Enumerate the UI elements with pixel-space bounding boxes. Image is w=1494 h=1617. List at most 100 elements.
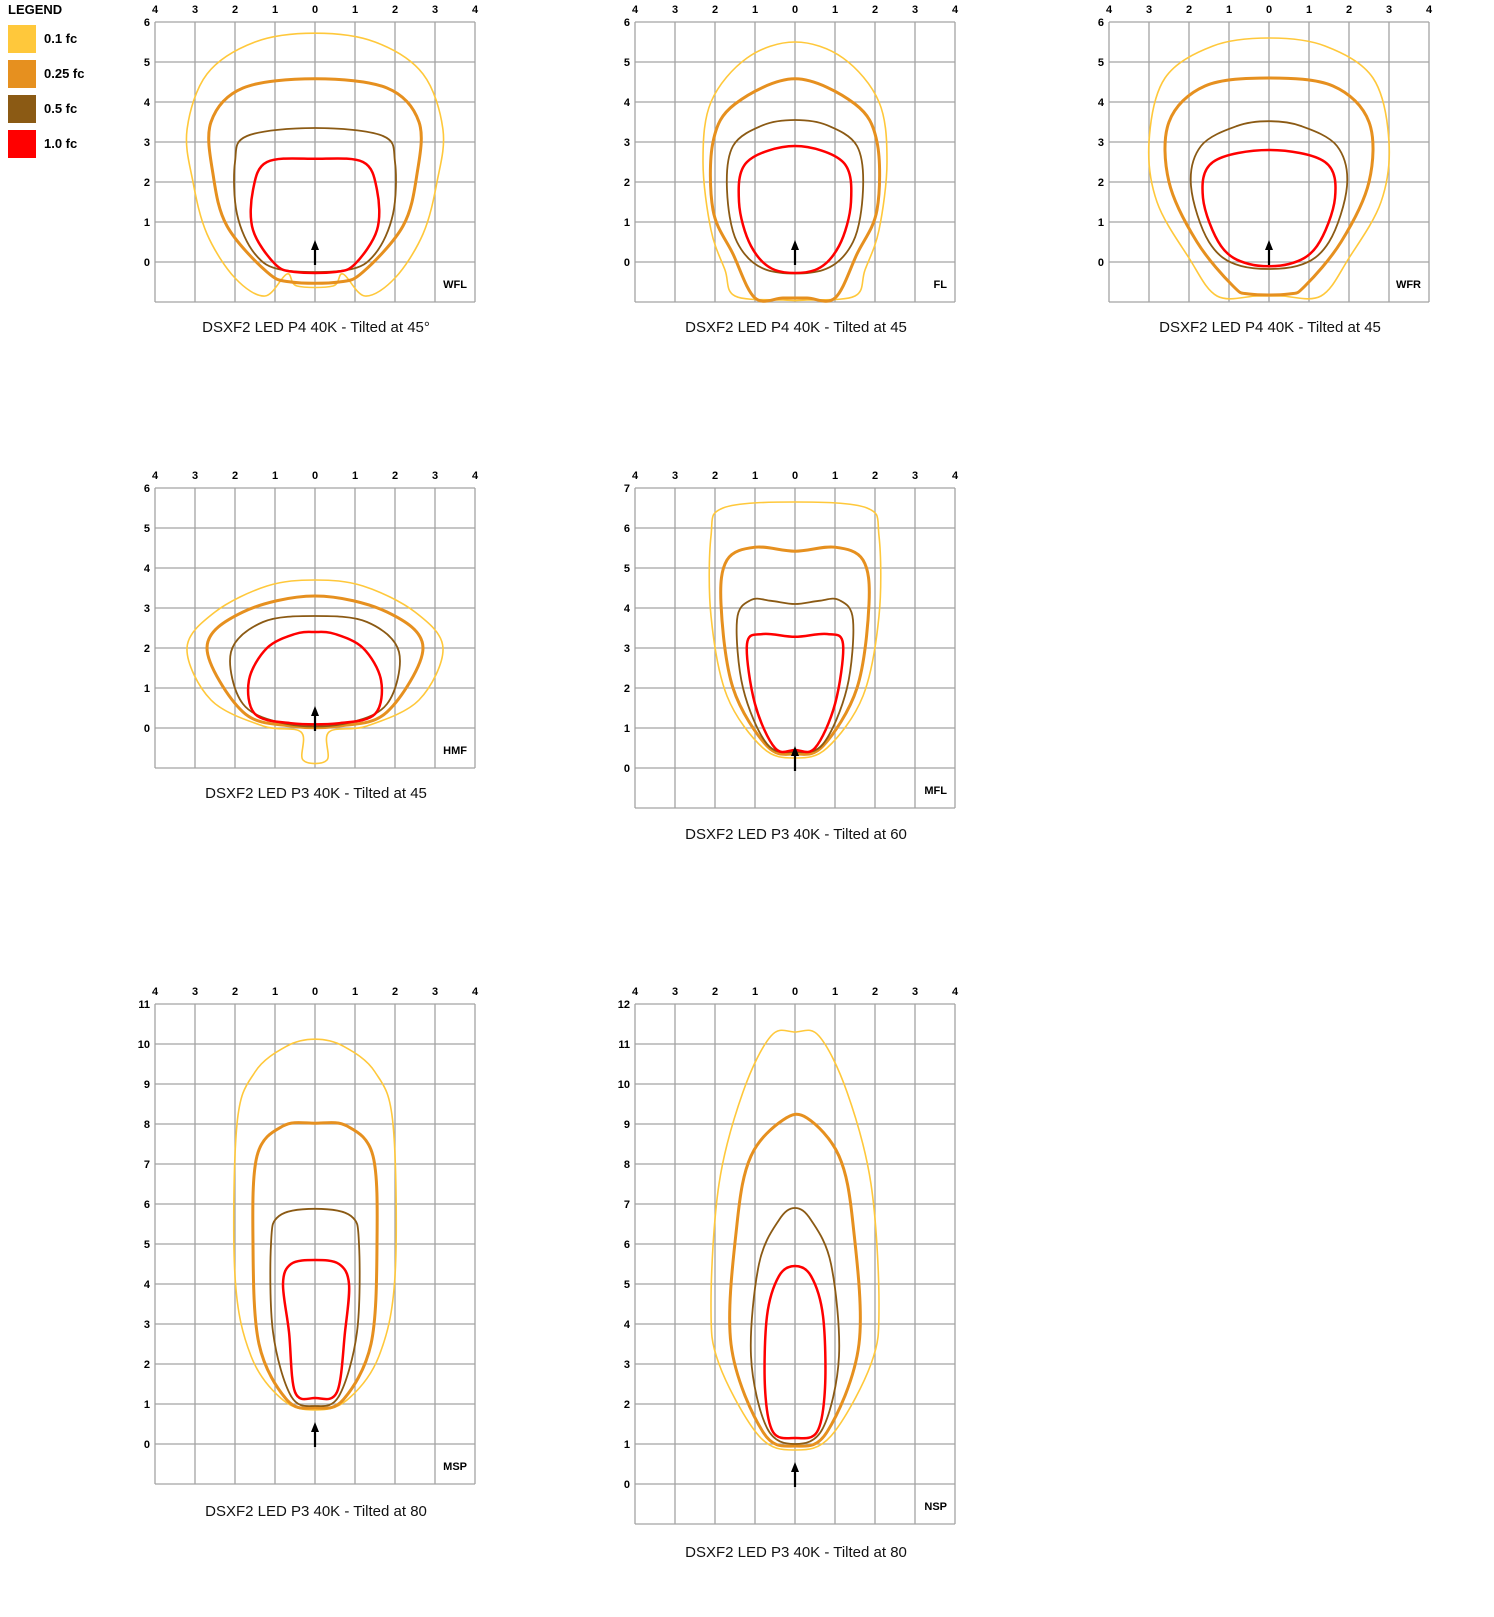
y-tick-label: 0	[144, 723, 150, 735]
beam-code-label: NSP	[924, 1501, 947, 1513]
x-tick-label: 4	[472, 986, 479, 998]
legend-swatch-yellow	[8, 24, 36, 53]
x-tick-label: 3	[1146, 4, 1152, 16]
contour-1.0fc	[281, 1258, 351, 1401]
contour-0.1fc	[710, 1029, 880, 1451]
x-tick-label: 4	[152, 4, 159, 16]
legend-label: 0.1 fc	[44, 31, 78, 46]
y-tick-label: 11	[138, 999, 150, 1011]
beam-code-label: FL	[934, 279, 948, 291]
y-tick-label: 0	[1098, 257, 1104, 269]
legend-swatch-red	[8, 129, 36, 158]
y-tick-label: 4	[144, 1279, 151, 1291]
contour-0.25fc	[728, 1112, 862, 1448]
contour-0.5fc	[725, 119, 865, 275]
x-tick-label: 0	[312, 986, 318, 998]
y-tick-label: 3	[624, 643, 630, 655]
fixture-arrow-head	[791, 240, 799, 250]
y-tick-label: 4	[624, 1319, 631, 1331]
fixture-arrow-head	[791, 746, 799, 756]
contour-0.25fc	[708, 77, 882, 303]
x-tick-label: 3	[192, 986, 198, 998]
x-tick-label: 2	[1186, 4, 1192, 16]
contour-0.25fc	[1163, 76, 1375, 297]
y-tick-label: 0	[624, 257, 630, 269]
contour-1.0fc	[737, 144, 853, 275]
legend-item-0.5fc: 0.5 fc	[8, 91, 148, 126]
y-tick-label: 5	[624, 57, 630, 69]
y-tick-label: 8	[624, 1159, 630, 1171]
caption-wfl: DSXF2 LED P4 40K - Tilted at 45°	[202, 319, 430, 336]
x-tick-label: 2	[872, 4, 878, 16]
fixture-arrow-head	[1265, 240, 1273, 250]
y-tick-label: 1	[624, 217, 630, 229]
legend-label: 0.25 fc	[44, 66, 85, 81]
x-tick-label: 3	[432, 986, 438, 998]
y-tick-label: 4	[624, 97, 631, 109]
x-tick-label: 1	[832, 4, 838, 16]
contour-1.0fc	[246, 630, 384, 726]
x-tick-label: 1	[352, 986, 358, 998]
x-tick-label: 2	[232, 986, 238, 998]
x-tick-label: 0	[792, 986, 798, 998]
legend-title: LEGEND	[8, 2, 63, 17]
y-tick-label: 10	[138, 1039, 150, 1051]
y-tick-label: 3	[624, 1359, 630, 1371]
contour-0.25fc	[719, 545, 871, 756]
contour-0.1fc	[185, 32, 445, 297]
y-tick-label: 3	[144, 137, 150, 149]
caption-msp: DSXF2 LED P3 40K - Tilted at 80	[205, 1503, 427, 1520]
contour-0.1fc	[232, 1038, 398, 1411]
x-tick-label: 0	[312, 4, 318, 16]
x-tick-label: 4	[152, 986, 159, 998]
x-tick-label: 4	[952, 986, 959, 998]
legend-label: 1.0 fc	[44, 136, 78, 151]
contour-0.5fc	[749, 1207, 841, 1445]
x-tick-label: 2	[392, 470, 398, 482]
legend-swatch-orange	[8, 59, 36, 88]
y-tick-label: 6	[1098, 17, 1104, 29]
y-tick-label: 3	[624, 137, 630, 149]
x-tick-label: 4	[632, 986, 639, 998]
x-tick-label: 3	[432, 4, 438, 16]
contour-0.5fc	[735, 597, 855, 754]
y-tick-label: 1	[624, 1439, 630, 1451]
contour-0.5fc	[1189, 120, 1349, 270]
y-tick-label: 0	[144, 257, 150, 269]
x-tick-label: 1	[752, 4, 758, 16]
x-tick-label: 4	[1426, 4, 1433, 16]
x-tick-label: 1	[352, 470, 358, 482]
x-tick-label: 1	[272, 470, 278, 482]
y-tick-label: 4	[1098, 97, 1105, 109]
x-tick-label: 1	[1306, 4, 1312, 16]
y-tick-label: 0	[144, 1439, 150, 1451]
x-tick-label: 1	[832, 986, 838, 998]
contour-0.1fc	[186, 579, 444, 765]
caption-nsp: DSXF2 LED P3 40K - Tilted at 80	[685, 1544, 907, 1561]
y-tick-label: 4	[624, 603, 631, 615]
y-tick-label: 5	[1098, 57, 1104, 69]
contour-1.0fc	[745, 632, 845, 754]
y-tick-label: 10	[618, 1079, 630, 1091]
y-tick-label: 6	[624, 523, 630, 535]
contour-1.0fc	[763, 1264, 827, 1440]
y-tick-label: 2	[624, 683, 630, 695]
x-tick-label: 4	[472, 470, 479, 482]
y-tick-label: 2	[144, 1359, 150, 1371]
x-tick-label: 4	[632, 4, 639, 16]
y-tick-label: 1	[144, 683, 150, 695]
y-tick-label: 8	[144, 1119, 150, 1131]
y-tick-label: 4	[144, 563, 151, 575]
fixture-arrow-head	[311, 1422, 319, 1432]
x-tick-label: 3	[1386, 4, 1392, 16]
x-tick-label: 2	[392, 986, 398, 998]
y-tick-label: 6	[144, 483, 150, 495]
x-tick-label: 4	[952, 4, 959, 16]
y-tick-label: 11	[618, 1039, 630, 1051]
x-tick-label: 1	[1226, 4, 1232, 16]
